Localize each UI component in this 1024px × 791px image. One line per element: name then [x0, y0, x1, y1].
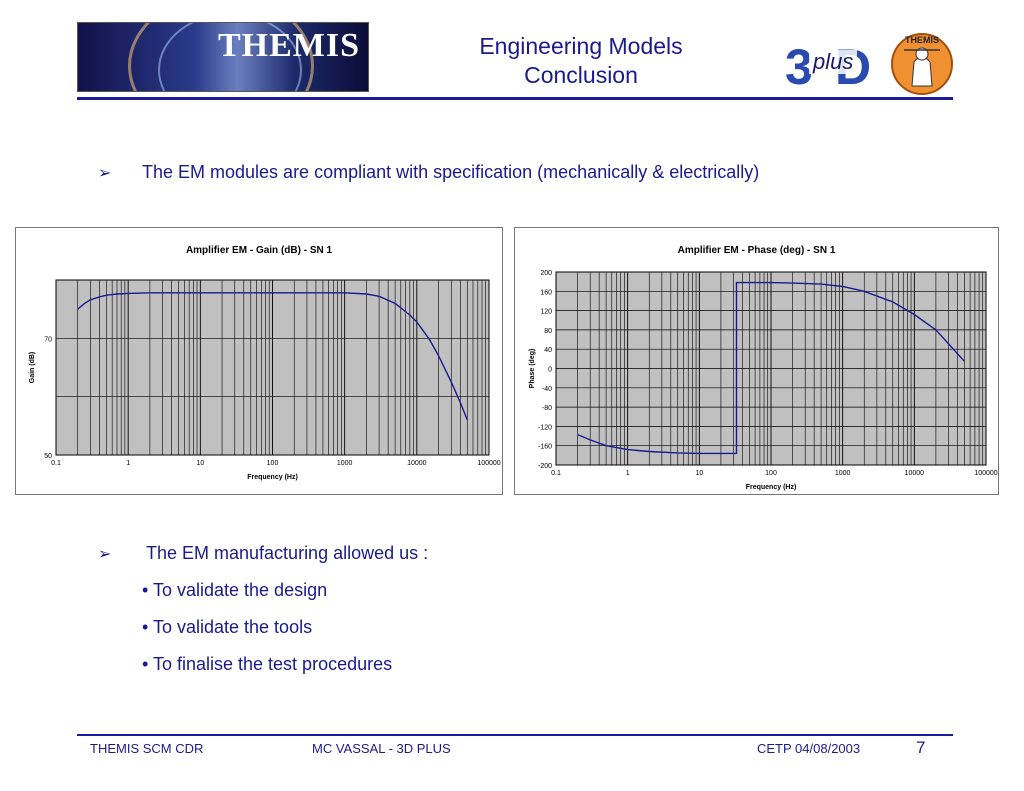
y-axis-label: Gain (dB): [29, 352, 36, 384]
x-tick-label: 1000: [337, 460, 353, 467]
footer-date: CETP 04/08/2003: [757, 741, 861, 756]
y-tick-label: 0: [548, 367, 552, 374]
x-tick-label: 0.1: [551, 470, 561, 477]
slide-title-line1: Engineering Models: [479, 33, 683, 59]
phase-chart: Amplifier EM - Phase (deg) - SN 1 200 160 1…: [514, 227, 999, 495]
y-tick-label: 40: [544, 347, 552, 354]
y-tick-label: -200: [538, 463, 552, 470]
y-tick-label: 200: [540, 270, 552, 277]
x-tick-label: 100: [765, 470, 777, 477]
y-tick-label: -120: [538, 424, 552, 431]
themis-logo: THEMIS: [77, 22, 369, 92]
x-tick-label: 0.1: [51, 460, 61, 467]
x-tick-label: 1: [126, 460, 130, 467]
logo-orbit-arc: [128, 23, 314, 91]
header-divider: [77, 97, 953, 100]
page-number: 7: [916, 738, 926, 757]
x-axis-label: Frequency (Hz): [247, 474, 298, 481]
svg-text:3: 3: [785, 39, 813, 90]
y-tick-label: 50: [44, 453, 52, 460]
x-tick-label: 1: [626, 470, 630, 477]
y-tick-label: -40: [542, 386, 552, 393]
footer-divider: [77, 734, 953, 736]
3dplus-logo: 3 D plus: [783, 36, 886, 95]
y-tick-label: 120: [540, 309, 552, 316]
y-tick-label: 80: [544, 328, 552, 335]
y-tick-label: -160: [538, 444, 552, 451]
arrow-bullet-icon: ➢: [98, 165, 112, 182]
series-line: [577, 281, 965, 455]
gain-chart: Amplifier EM - Gain (dB) - SN 1 50 70 0.1 1 1…: [15, 227, 503, 495]
chart-title: Amplifier EM - Phase (deg) - SN 1: [678, 245, 836, 256]
footer-author: MC VASSAL - 3D PLUS: [312, 741, 451, 756]
x-axis-label: Frequency (Hz): [746, 484, 797, 491]
y-axis-label: Phase (deg): [529, 349, 536, 389]
sub-item-design: • To validate the design: [142, 580, 328, 600]
themis-logo-text: THEMIS: [218, 27, 361, 64]
y-tick-label: -80: [542, 405, 552, 412]
x-tick-label: 100000: [477, 460, 500, 467]
x-tick-label: 10: [196, 460, 204, 467]
chart-title: Amplifier EM - Gain (dB) - SN 1: [186, 245, 333, 256]
bullet-manufacturing: The EM manufacturing allowed us :: [146, 543, 429, 563]
footer-project: THEMIS SCM CDR: [90, 741, 204, 756]
x-tick-label: 10000: [905, 470, 925, 477]
bullet-compliance: The EM modules are compliant with specif…: [142, 162, 760, 182]
themis-mascot-logo: THEMIS: [890, 32, 954, 96]
y-tick-label: 70: [44, 336, 52, 343]
arrow-bullet-icon: ➢: [98, 546, 112, 563]
mascot-logo-text: THEMIS: [905, 35, 939, 45]
3dplus-logo-text: plus: [812, 49, 853, 74]
sub-item-test-procedures: • To finalise the test procedures: [142, 654, 393, 674]
slide-title: Engineering Models Conclusion: [420, 32, 742, 90]
series-line: [77, 292, 468, 421]
x-tick-label: 100000: [974, 470, 997, 477]
x-tick-label: 10: [695, 470, 703, 477]
x-tick-label: 100: [267, 460, 279, 467]
x-tick-label: 1000: [835, 470, 851, 477]
slide-title-line2: Conclusion: [524, 62, 638, 88]
y-tick-label: 160: [540, 289, 552, 296]
sub-item-tools: • To validate the tools: [142, 617, 313, 637]
x-tick-label: 10000: [407, 460, 427, 467]
